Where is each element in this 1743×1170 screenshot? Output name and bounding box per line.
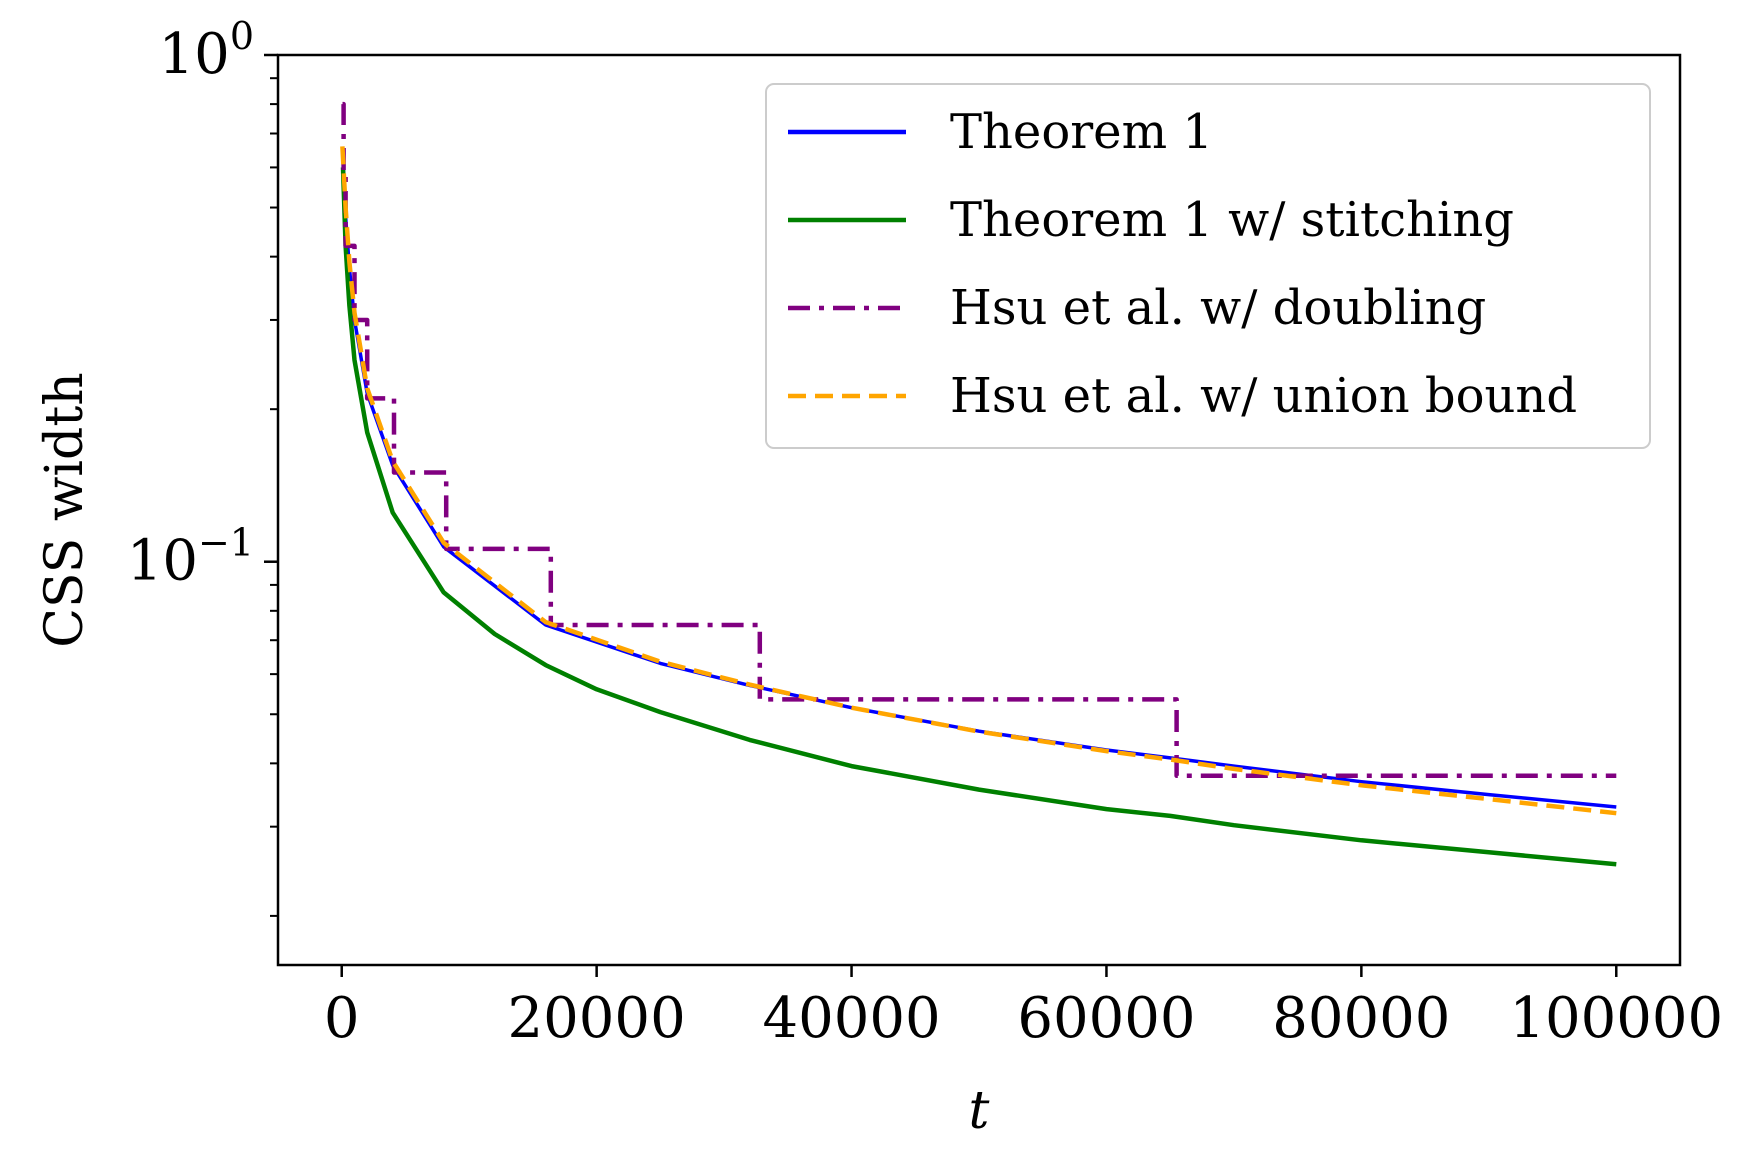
x-tick-label: 100000 xyxy=(1509,986,1723,1051)
y-tick-label: 10−1 xyxy=(127,521,254,594)
y-axis: 100 10−1 xyxy=(127,14,278,917)
x-tick-label: 20000 xyxy=(508,986,686,1051)
plot-frame xyxy=(276,53,1682,967)
legend-label-2: Theorem 1 w/ stitching xyxy=(950,192,1514,248)
y-tick-label: 100 xyxy=(159,14,254,87)
x-tick-label: 60000 xyxy=(1017,986,1195,1051)
series-line-2 xyxy=(340,167,1617,867)
legend: Theorem 1 Theorem 1 w/ stitching Hsu et al… xyxy=(765,83,1651,449)
legend-label-3: Hsu et al. w/ doubling xyxy=(950,280,1486,336)
legend-label-1: Theorem 1 xyxy=(950,104,1213,160)
legend-box xyxy=(765,83,1651,449)
x-tick-label: 40000 xyxy=(762,986,940,1051)
series-line-4 xyxy=(340,146,1617,816)
x-axis-label: t xyxy=(969,1081,990,1141)
plot-lines xyxy=(340,101,1617,867)
x-axis: 0 20000 40000 60000 80000 100000 xyxy=(324,965,1723,1051)
x-tick-label: 0 xyxy=(324,986,360,1051)
legend-label-4: Hsu et al. w/ union bound xyxy=(950,368,1577,424)
x-tick-label: 80000 xyxy=(1272,986,1450,1051)
y-axis-label: CSS width xyxy=(35,372,95,647)
